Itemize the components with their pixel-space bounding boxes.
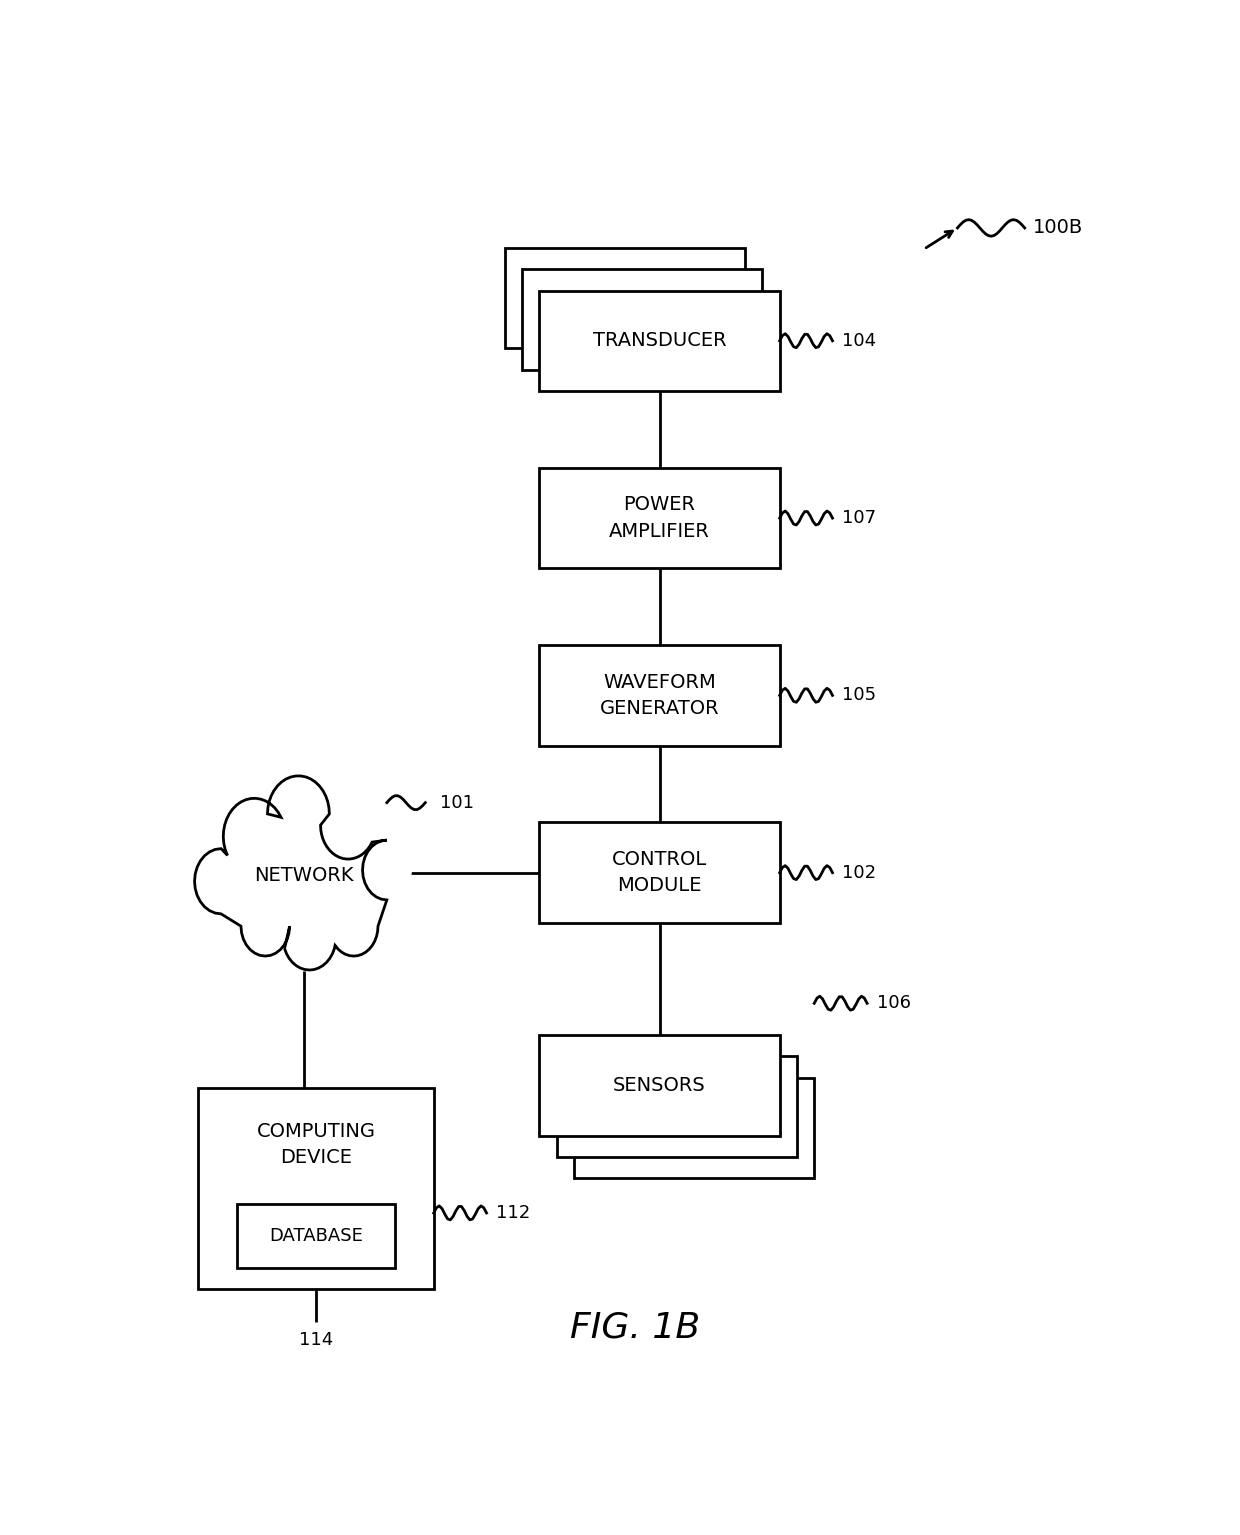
Bar <box>539 1035 780 1136</box>
Bar <box>539 645 780 746</box>
Bar <box>539 823 780 923</box>
Text: 104: 104 <box>842 332 877 350</box>
Bar <box>505 249 745 348</box>
Text: POWER
AMPLIFIER: POWER AMPLIFIER <box>609 496 711 540</box>
Text: 114: 114 <box>299 1331 334 1349</box>
Text: CONTROL
MODULE: CONTROL MODULE <box>611 850 707 895</box>
Circle shape <box>283 904 336 970</box>
Bar <box>574 1078 815 1179</box>
Text: 101: 101 <box>440 794 474 812</box>
Text: 105: 105 <box>842 686 877 705</box>
Bar <box>237 1203 396 1268</box>
Bar <box>522 269 763 370</box>
PathPatch shape <box>195 777 387 970</box>
Text: COMPUTING
DEVICE: COMPUTING DEVICE <box>257 1122 376 1168</box>
Text: 106: 106 <box>877 995 910 1012</box>
Bar <box>539 290 780 391</box>
Text: 107: 107 <box>842 510 877 527</box>
Circle shape <box>195 849 248 913</box>
Bar <box>557 1056 797 1157</box>
Text: FIG. 1B: FIG. 1B <box>570 1311 701 1345</box>
Text: NETWORK: NETWORK <box>254 866 353 886</box>
Bar <box>539 468 780 568</box>
Text: WAVEFORM
GENERATOR: WAVEFORM GENERATOR <box>600 672 719 718</box>
Text: SENSORS: SENSORS <box>613 1076 706 1094</box>
Circle shape <box>241 896 290 956</box>
Circle shape <box>320 791 376 860</box>
Circle shape <box>223 798 285 875</box>
Text: 100B: 100B <box>1033 218 1083 238</box>
Text: TRANSDUCER: TRANSDUCER <box>593 332 727 350</box>
Circle shape <box>330 896 378 956</box>
Text: DATABASE: DATABASE <box>269 1226 363 1245</box>
Circle shape <box>268 775 330 852</box>
Ellipse shape <box>216 803 392 949</box>
Text: 112: 112 <box>496 1203 531 1222</box>
Text: 102: 102 <box>842 864 877 881</box>
Bar <box>198 1088 434 1289</box>
Circle shape <box>362 840 412 900</box>
